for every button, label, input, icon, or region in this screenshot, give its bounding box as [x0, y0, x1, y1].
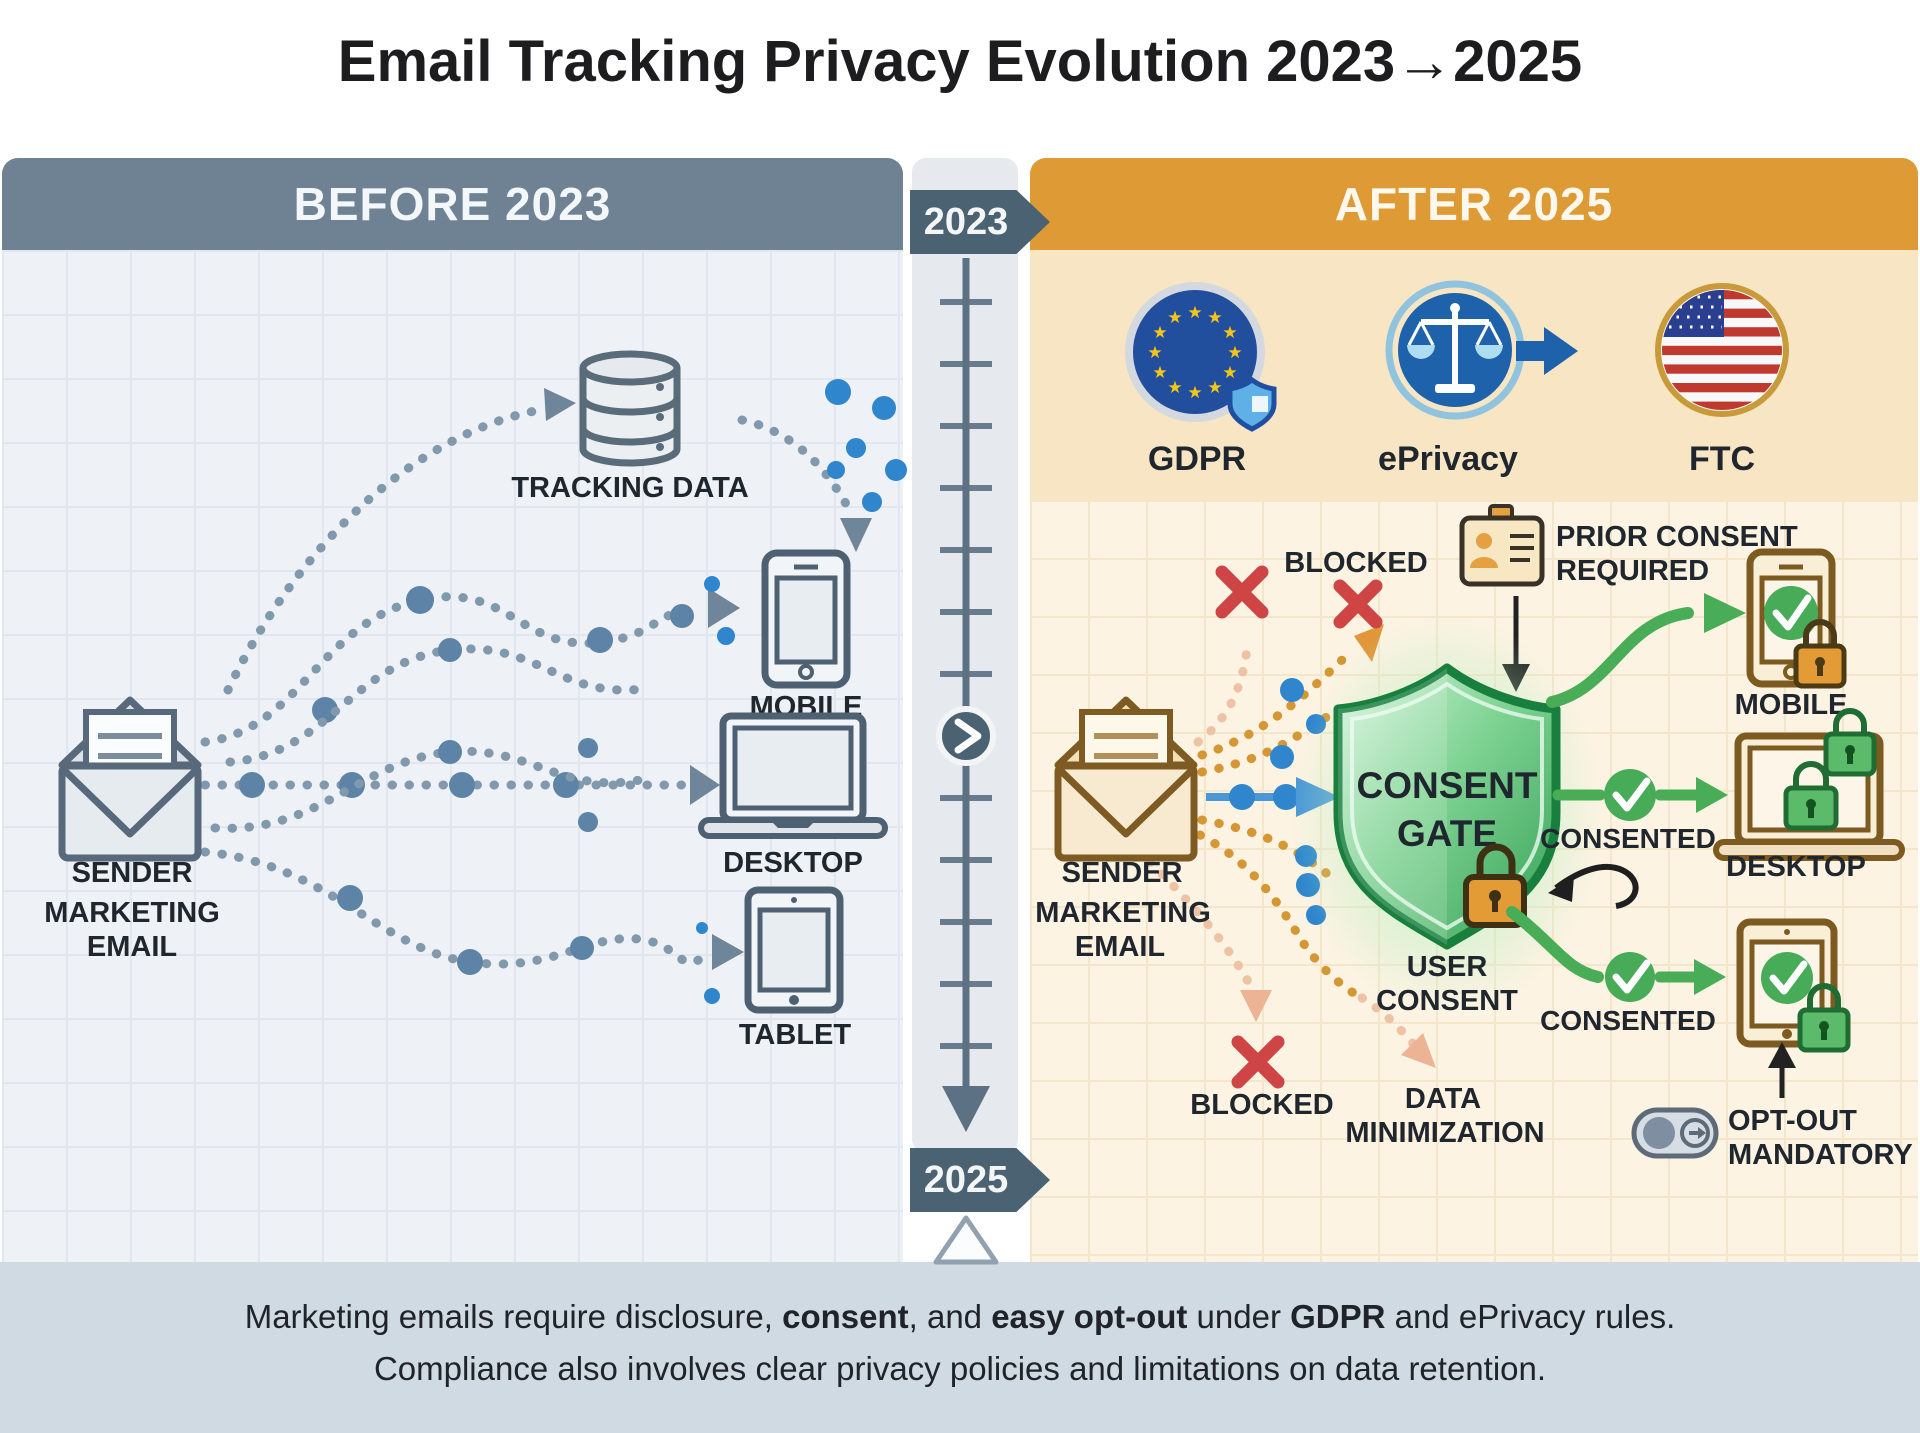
- footer-pointer-icon: [933, 1215, 999, 1265]
- after-panel-header: AFTER 2025: [1030, 158, 1918, 250]
- page-title: Email Tracking Privacy Evolution 2023→20…: [337, 29, 1583, 94]
- regulation-band: [1030, 250, 1918, 500]
- footer-line1: Marketing emails require disclosure, con…: [244, 1298, 1676, 1335]
- timeline-track: [912, 158, 1018, 1153]
- footer: Marketing emails require disclosure, con…: [0, 1262, 1920, 1433]
- timeline-badge-2023: 2023: [910, 190, 1050, 254]
- before-panel-header: BEFORE 2023: [2, 158, 903, 250]
- after-panel-title: AFTER 2025: [1334, 178, 1614, 230]
- after-panel: [1030, 500, 1918, 1262]
- timeline-badge-2025: 2025: [910, 1148, 1050, 1212]
- timeline-badge-2023-label: 2023: [923, 201, 1009, 243]
- timeline-badge-2025-label: 2025: [923, 1159, 1009, 1201]
- before-panel-title: BEFORE 2023: [293, 178, 612, 230]
- before-panel: [2, 250, 903, 1262]
- footer-line2: Compliance also involves clear privacy p…: [373, 1350, 1547, 1387]
